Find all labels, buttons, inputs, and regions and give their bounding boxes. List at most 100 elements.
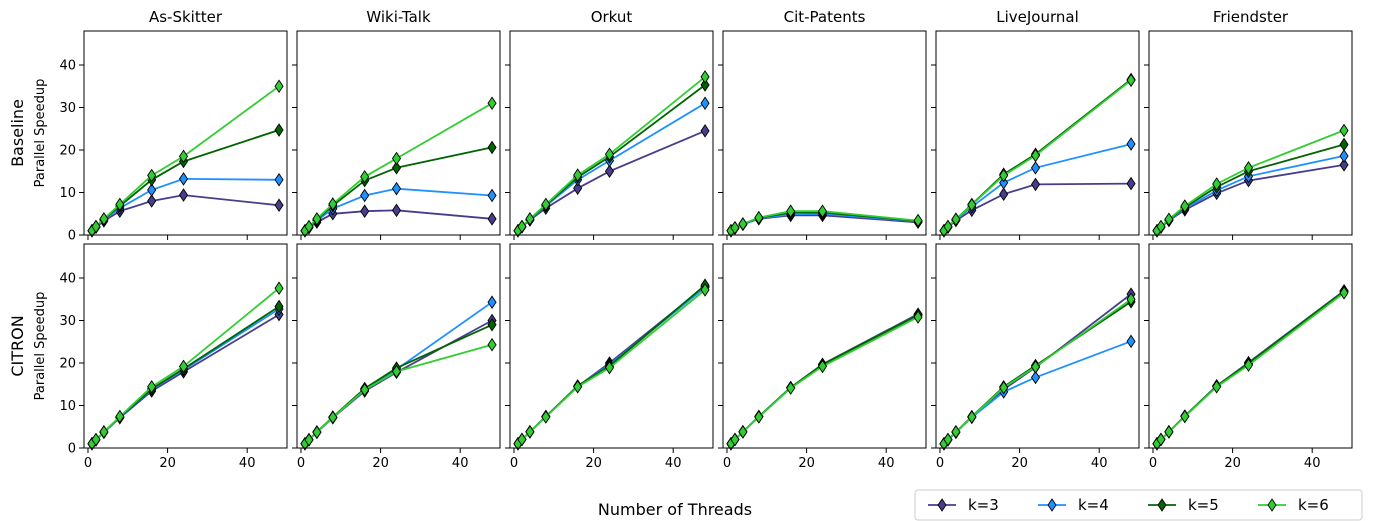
data-point-k-6-2 (91, 432, 101, 447)
y-tick-label-10: 10 (59, 399, 76, 414)
data-point-k-4-48 (1339, 149, 1349, 163)
data-point-k-6-4 (525, 425, 535, 439)
data-point-k-6-2 (943, 219, 953, 234)
data-point-k-6-16 (999, 380, 1009, 395)
x-tick-label-40: 40 (452, 456, 469, 471)
data-point-k-6-24 (604, 147, 615, 162)
data-point-k-6-2 (304, 219, 314, 234)
data-point-k-4-24 (1030, 370, 1041, 385)
panel-frame (83, 30, 288, 236)
data-point-k-4-48 (700, 96, 710, 111)
data-point-k-3-16 (573, 181, 583, 196)
y-tick-label-30: 30 (59, 314, 76, 329)
panel-citron-friendster: 0 20 40 (1144, 243, 1353, 471)
legend-label-k-4: k=4 (1078, 496, 1109, 514)
data-point-k-6-24 (1243, 161, 1254, 175)
x-tick-label-0: 0 (84, 456, 92, 471)
data-point-k-6-8 (541, 410, 551, 424)
data-point-k-6-8 (541, 197, 551, 212)
data-point-k-6-8 (967, 198, 977, 212)
panel-frame (83, 243, 288, 449)
data-point-k-3-48 (1339, 158, 1349, 172)
legend-box (914, 489, 1363, 521)
data-point-k-6-2 (91, 219, 101, 234)
data-point-k-6-2 (1156, 432, 1166, 447)
data-point-k-6-24 (1030, 148, 1041, 163)
data-point-k-5-48 (1339, 137, 1349, 152)
data-point-k-3-24 (178, 188, 189, 202)
data-point-k-4-48 (1126, 137, 1136, 151)
data-point-k-4-24 (1030, 161, 1041, 175)
data-point-k-6-24 (817, 204, 828, 219)
data-point-k-4-24 (391, 181, 402, 196)
data-point-k-6-8 (328, 410, 338, 425)
panel-frame (1148, 30, 1353, 236)
x-tick-label-20: 20 (585, 456, 602, 471)
data-point-k-6-8 (754, 410, 764, 424)
x-tick-label-0: 0 (723, 456, 731, 471)
series-line-k-5 (730, 314, 919, 445)
data-point-k-3-48 (487, 212, 497, 226)
data-point-k-6-48 (1126, 73, 1136, 88)
data-point-k-5-48 (274, 299, 284, 314)
data-point-k-6-8 (328, 197, 338, 211)
legend-marker-k-6 (1267, 498, 1277, 512)
series-line-k-4 (730, 314, 919, 445)
x-tick-label-20: 20 (372, 456, 389, 471)
legend-marker-k-4 (1047, 498, 1057, 512)
data-point-k-6-48 (487, 96, 497, 111)
data-point-k-6-4 (738, 217, 748, 231)
data-point-k-3-48 (700, 124, 710, 138)
data-point-k-3-16 (360, 204, 370, 219)
data-point-k-6-4 (951, 425, 961, 439)
panel-citron-as-skitter: 0 10 20 30 40 0 20 40 (59, 243, 288, 471)
y-tick-label-20: 20 (59, 144, 76, 159)
data-point-k-6-24 (391, 364, 402, 379)
data-point-k-6-16 (1212, 177, 1222, 191)
data-point-k-6-24 (1243, 358, 1254, 372)
y-tick-label-0: 0 (68, 442, 76, 457)
panel-baseline-livejournal (931, 30, 1140, 240)
data-point-k-6-48 (1339, 286, 1349, 300)
panel-frame (935, 30, 1140, 236)
x-tick-label-0: 0 (297, 456, 305, 471)
data-point-k-6-4 (312, 212, 322, 226)
x-tick-label-40: 40 (239, 456, 256, 471)
column-title-as-skitter: As-Skitter (149, 8, 223, 26)
y-tick-label-40: 40 (59, 59, 76, 74)
data-point-k-4-16 (360, 188, 370, 203)
panel-frame (722, 30, 927, 236)
series-line-k-3 (91, 313, 280, 445)
panel-frame (722, 243, 927, 449)
data-point-k-6-4 (951, 212, 961, 227)
column-title-livejournal: LiveJournal (996, 8, 1079, 26)
row-label-citron: CITRON (8, 315, 27, 376)
y-tick-label-30: 30 (59, 101, 76, 116)
data-point-k-6-4 (312, 425, 322, 440)
data-point-k-6-16 (786, 381, 796, 395)
series-line-k-5 (304, 323, 493, 445)
data-point-k-6-48 (913, 213, 923, 228)
data-point-k-4-48 (487, 295, 497, 310)
y-axis-label-citron: Parallel Speedup (33, 292, 48, 401)
data-point-k-6-24 (178, 149, 189, 164)
x-tick-label-40: 40 (878, 456, 895, 471)
panel-frame (296, 243, 501, 449)
legend-item-k-6: k=6 (1258, 496, 1329, 514)
data-point-k-5-48 (700, 78, 710, 92)
data-point-k-6-24 (391, 151, 402, 166)
panel-baseline-wiki-talk (292, 30, 501, 240)
panel-baseline-cit-patents (718, 30, 927, 240)
data-point-k-6-16 (573, 168, 583, 182)
data-point-k-6-4 (99, 425, 109, 439)
panel-baseline-as-skitter: 0 10 20 30 40 (59, 30, 288, 244)
x-tick-label-40: 40 (665, 456, 682, 471)
data-point-k-6-8 (754, 210, 764, 225)
data-point-k-3-24 (391, 203, 402, 218)
x-tick-label-0: 0 (1149, 456, 1157, 471)
series-line-k-3 (730, 313, 919, 445)
x-axis-label: Number of Threads (598, 500, 752, 519)
data-point-k-3-24 (604, 164, 615, 179)
data-point-k-4-16 (147, 183, 157, 197)
